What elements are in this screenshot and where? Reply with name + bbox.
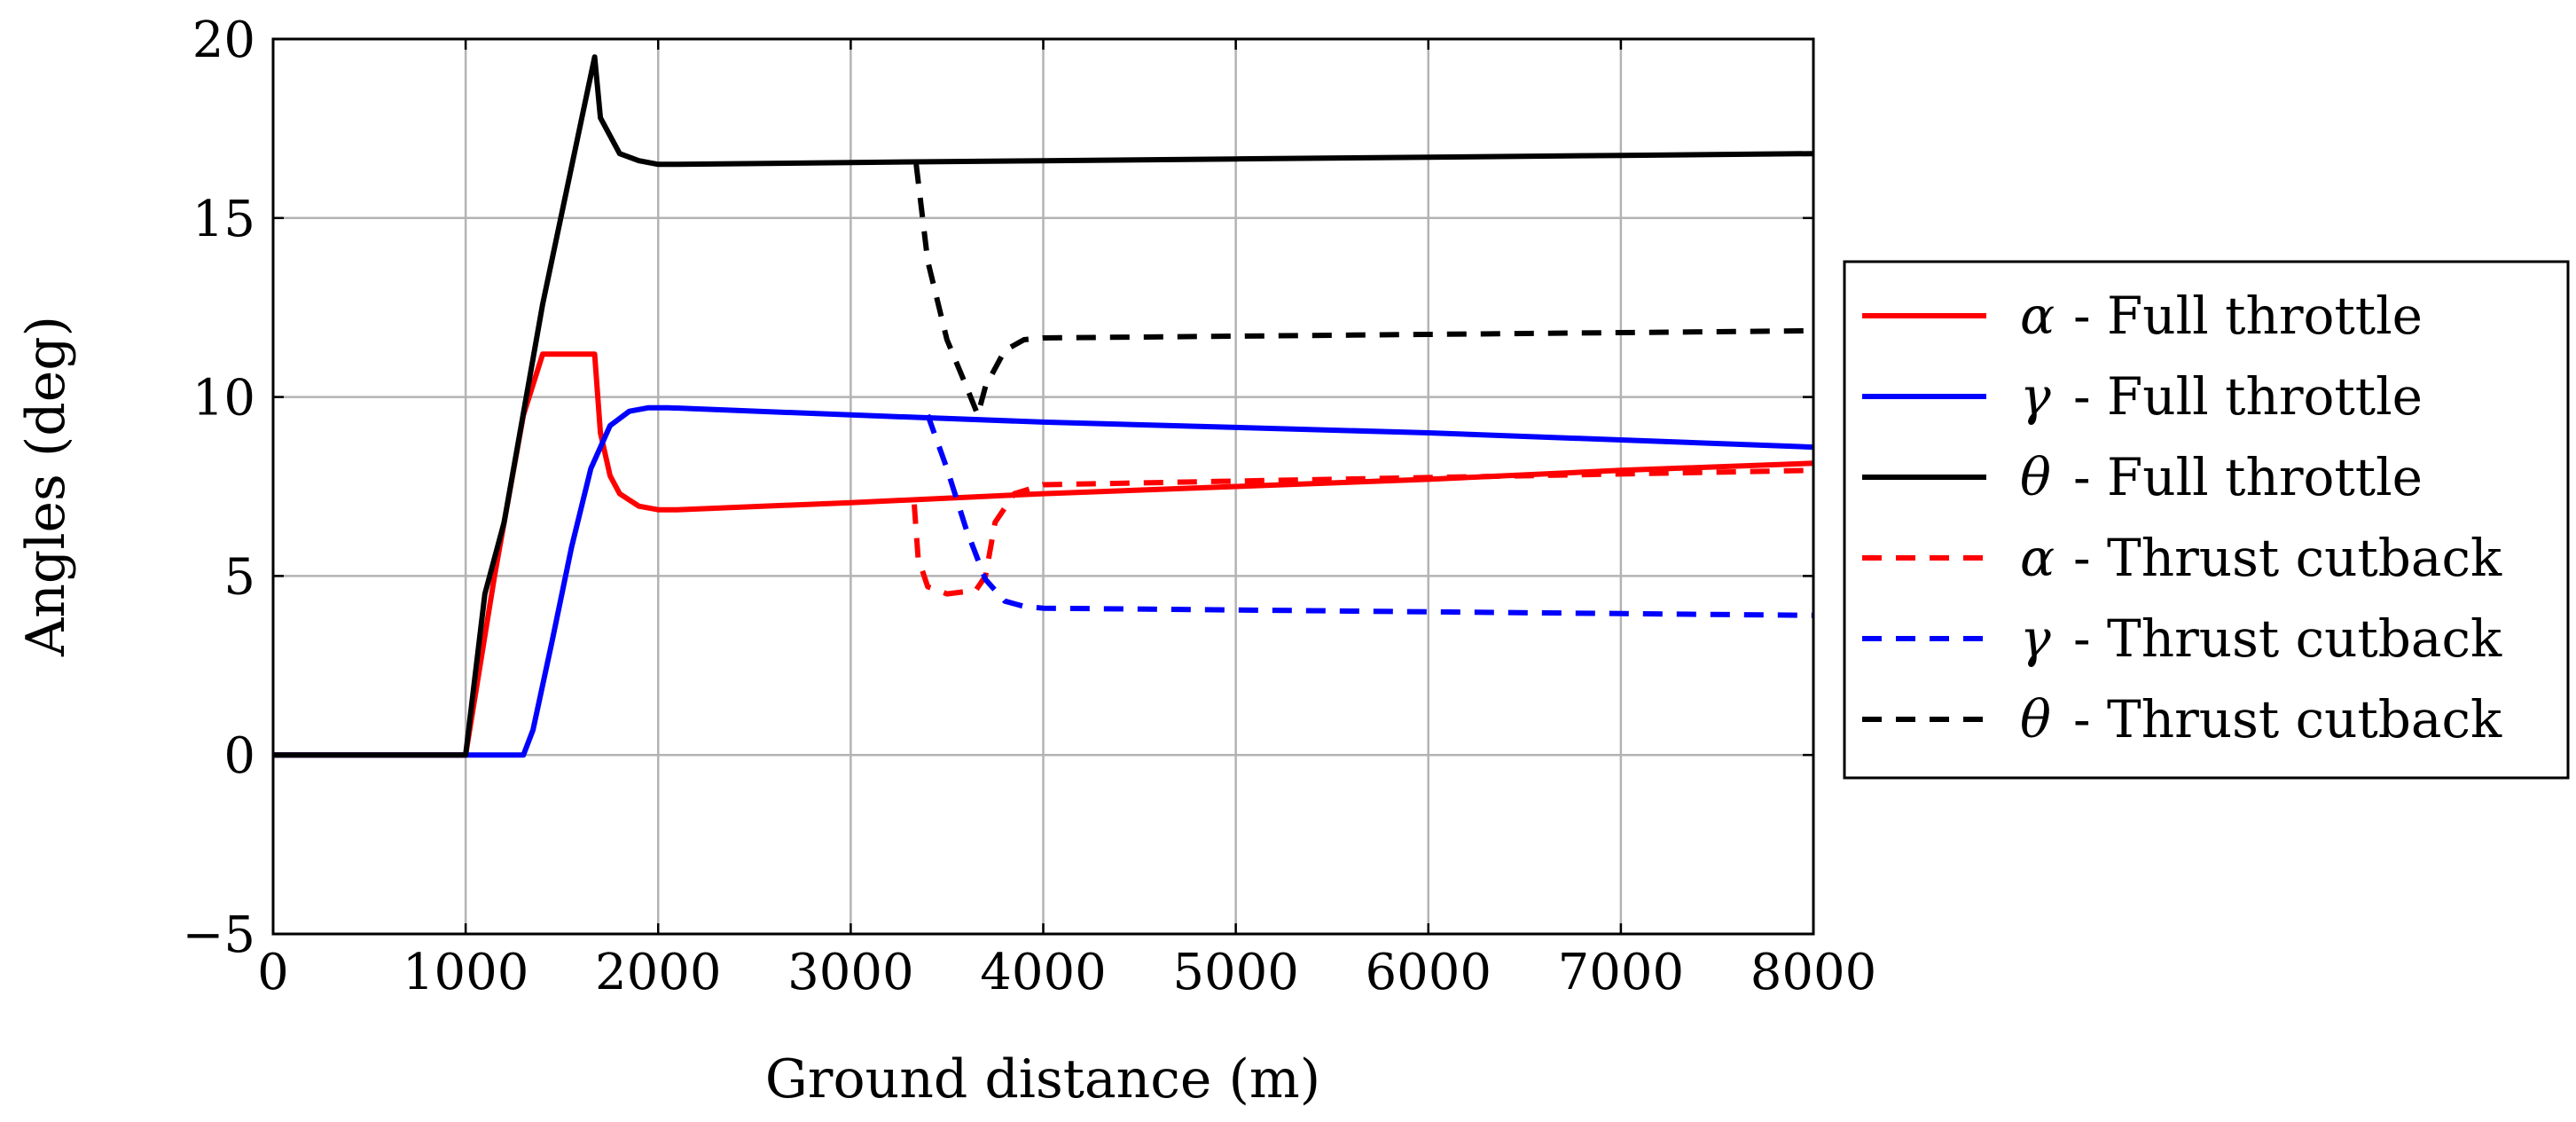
legend-box (1843, 260, 2570, 780)
series-line-2 (273, 54, 1814, 758)
y-tick-label: 15 (192, 191, 255, 248)
x-tick-label: 6000 (1365, 944, 1492, 1001)
legend-label-3: - Thrust cutback (2073, 528, 2502, 588)
x-tick-label: 4000 (980, 944, 1107, 1001)
ticks (271, 37, 1815, 936)
legend-label-4: - Thrust cutback (2073, 608, 2502, 669)
legend-symbol-5: θ (2020, 689, 2051, 749)
y-tick-label: 20 (192, 12, 255, 69)
series-line-1 (273, 404, 1814, 758)
x-tick-label: 5000 (1172, 944, 1299, 1001)
legend-symbol-4: γ (2020, 608, 2051, 669)
x-tick-label: 2000 (595, 944, 722, 1001)
y-tick-label: 0 (223, 727, 255, 785)
legend-label-2: - Full throttle (2073, 447, 2423, 507)
y-tick-label: 5 (223, 548, 255, 606)
series-line-3 (912, 467, 1814, 597)
x-tick-label: 0 (257, 944, 289, 1001)
legend-label-0: - Full throttle (2073, 286, 2423, 346)
x-tick-label: 1000 (403, 944, 529, 1001)
x-tick-label: 3000 (787, 944, 914, 1001)
series-group (273, 54, 1814, 758)
series-line-5 (913, 163, 1814, 418)
y-tick-label: 10 (192, 370, 255, 428)
legend-items: α - Full throttle γ - Full throttle θ - Full … (1862, 286, 2502, 749)
legend: α - Full throttle γ - Full throttle θ - Full … (1843, 260, 2570, 780)
legend-symbol-2: θ (2020, 447, 2051, 507)
legend-label-5: - Thrust cutback (2073, 689, 2502, 749)
legend-symbol-0: α (2020, 286, 2055, 346)
y-tick-label: −5 (182, 906, 255, 964)
legend-label-1: - Full throttle (2073, 366, 2423, 427)
x-axis-title: Ground distance (m) (765, 1048, 1320, 1110)
legend-symbol-3: α (2020, 528, 2055, 588)
x-tick-label: 7000 (1558, 944, 1685, 1001)
tick-labels: 0 1000 2000 3000 4000 5000 6000 7000 8000−505101… (182, 12, 1876, 1001)
series-line-4 (925, 413, 1814, 618)
x-tick-label: 8000 (1750, 944, 1877, 1001)
legend-symbol-1: γ (2020, 366, 2051, 427)
y-axis-title: Angles (deg) (15, 316, 77, 657)
